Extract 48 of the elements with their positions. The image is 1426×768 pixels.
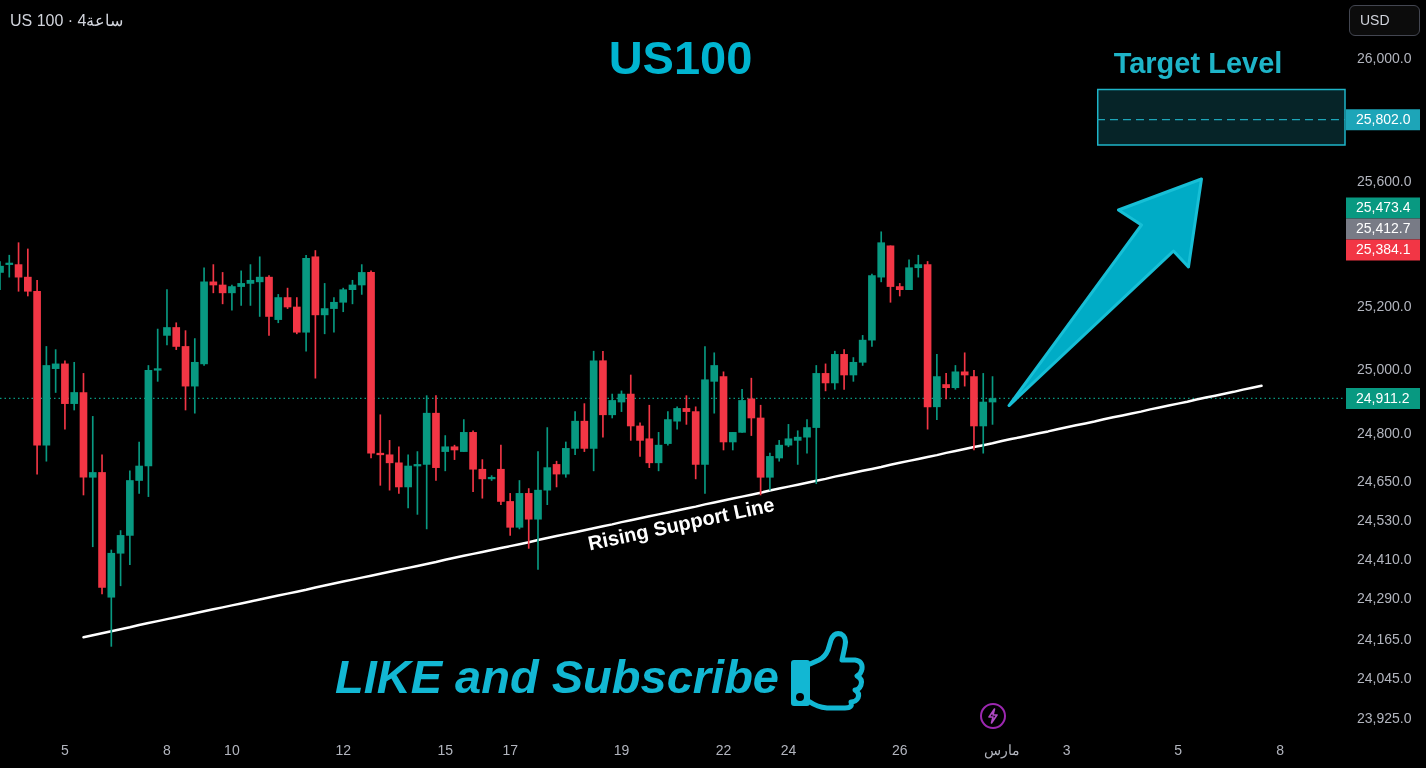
- y-tick-label: 24,530.0: [1357, 511, 1412, 528]
- y-tick-label: 24,165.0: [1357, 630, 1412, 647]
- x-tick-label: 8: [1276, 742, 1285, 759]
- candlestick: [534, 451, 542, 570]
- y-tick-label: 24,800.0: [1357, 424, 1412, 441]
- y-tick-label: 24,045.0: [1357, 670, 1412, 687]
- x-tick-label: 5: [1174, 742, 1183, 759]
- y-tick-label: 25,200.0: [1357, 297, 1412, 314]
- x-tick-label: 15: [437, 742, 454, 759]
- y-tick-label: 23,925.0: [1357, 709, 1412, 726]
- text: US 100 · 4ساعة: [10, 12, 124, 30]
- y-tick-label: 24,650.0: [1357, 472, 1412, 489]
- y-tick-label: 25,600.0: [1357, 172, 1412, 189]
- x-tick-label: 22: [715, 742, 732, 759]
- x-tick-label: 8: [163, 742, 172, 759]
- ref-line-label: 24,911.2: [1356, 389, 1410, 406]
- candlestick: [88, 416, 97, 548]
- candlestick: [441, 435, 450, 472]
- annotation: LIKE and Subscribe: [335, 649, 779, 703]
- text: Rising Support Line: [585, 493, 777, 555]
- x-tick-label: 19: [613, 742, 630, 759]
- candlestick: [163, 289, 171, 346]
- candlestick: [793, 430, 802, 465]
- chart-title: US100: [608, 30, 753, 84]
- y-tick-label: 25,000.0: [1357, 361, 1412, 378]
- text: 25,473.4: [1356, 199, 1411, 216]
- x-tick-label: مارس: [983, 742, 1020, 760]
- ref-line-label: 25,802.0: [1356, 111, 1411, 128]
- candlestick: [942, 373, 950, 400]
- candlestick: [5, 254, 14, 278]
- x-tick-label: 26: [891, 742, 908, 759]
- band-label: Target Level: [1113, 46, 1283, 79]
- y-tick-label: 26,000.0: [1357, 49, 1412, 66]
- candlestick: [255, 256, 264, 317]
- y-tick-label: 24,290.0: [1357, 589, 1412, 606]
- currency-button: USD: [1349, 5, 1420, 36]
- x-tick-label: 12: [335, 742, 352, 759]
- x-tick-label: 10: [224, 742, 240, 759]
- candlestick: [153, 328, 162, 382]
- x-tick-label: 5: [61, 742, 70, 759]
- text: 25,384.1: [1356, 241, 1411, 258]
- candlestick: [960, 352, 969, 387]
- x-tick-label: 24: [780, 742, 797, 759]
- y-tick-label: 24,410.0: [1357, 550, 1412, 567]
- text: 25,412.7: [1356, 220, 1411, 237]
- x-tick-label: 17: [502, 742, 519, 759]
- candlestick: [70, 361, 79, 411]
- x-tick-label: 3: [1062, 742, 1071, 759]
